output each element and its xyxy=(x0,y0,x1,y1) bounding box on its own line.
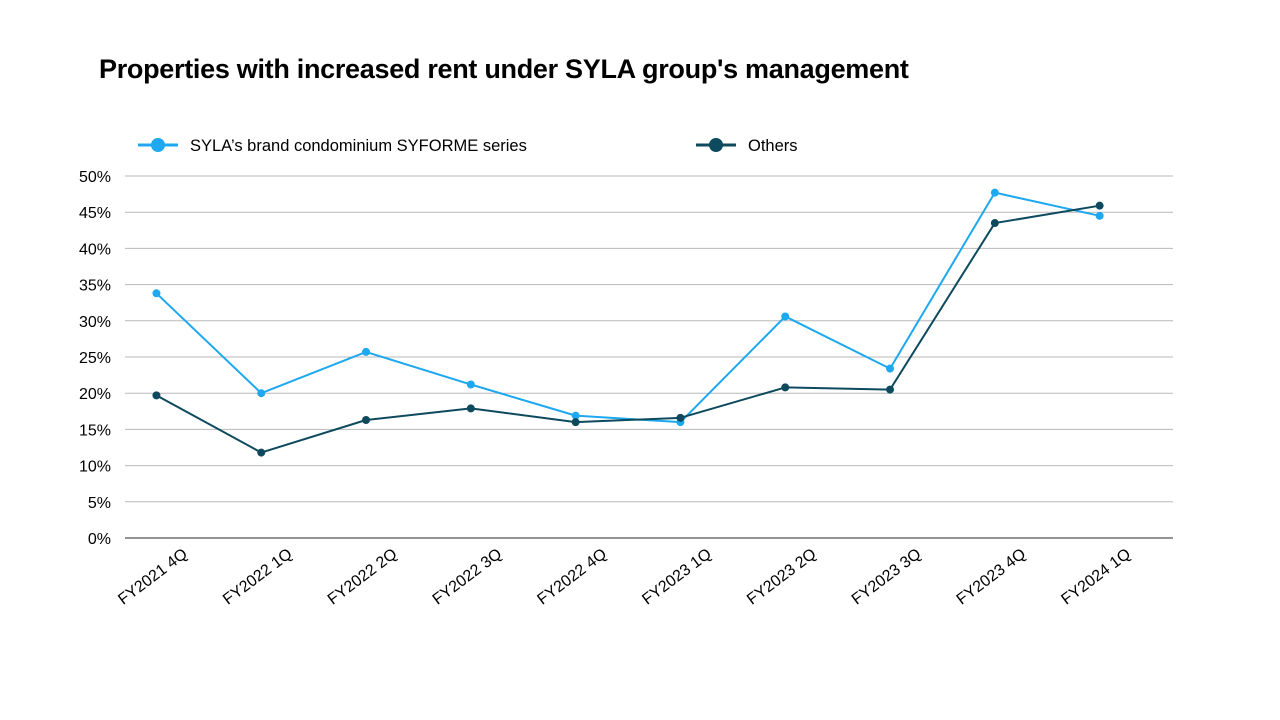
x-tick-label: FY2023 3Q xyxy=(849,546,925,609)
legend: SYLA’s brand condominium SYFORME series O… xyxy=(138,137,798,155)
legend-item: SYLA’s brand condominium SYFORME series xyxy=(138,137,527,155)
x-tick-label: FY2023 1Q xyxy=(639,546,715,609)
data-point xyxy=(257,389,266,398)
data-point xyxy=(886,364,895,373)
data-point xyxy=(886,385,895,394)
x-tick-label: FY2022 1Q xyxy=(220,546,296,609)
series-lines xyxy=(152,188,1104,457)
x-tick-label: FY2021 4Q xyxy=(115,546,191,609)
data-point xyxy=(676,413,685,422)
x-tick-label: FY2022 4Q xyxy=(534,546,610,609)
y-axis-ticks: 0% 5% 10% 15% 20% 25% 30% 35% 40% 45% 50% xyxy=(79,169,111,548)
y-tick-label: 40% xyxy=(79,241,111,258)
data-point xyxy=(466,380,475,389)
legend-item: Others xyxy=(696,137,798,155)
legend-swatch-marker xyxy=(151,138,165,152)
y-tick-label: 10% xyxy=(79,459,111,476)
y-tick-label: 20% xyxy=(79,386,111,403)
y-tick-label: 5% xyxy=(88,495,111,512)
data-point xyxy=(257,448,266,457)
data-point xyxy=(781,312,790,321)
x-tick-label: FY2024 1Q xyxy=(1058,546,1134,609)
series-1 xyxy=(152,201,1104,457)
x-tick-label: FY2023 4Q xyxy=(954,546,1030,609)
data-point xyxy=(1095,211,1104,220)
data-point xyxy=(362,415,371,424)
legend-label: SYLA’s brand condominium SYFORME series xyxy=(190,137,527,155)
data-point xyxy=(571,418,580,427)
data-point xyxy=(152,289,161,298)
y-tick-label: 25% xyxy=(79,350,111,367)
data-point xyxy=(990,219,999,228)
x-tick-label: FY2022 3Q xyxy=(430,546,506,609)
x-axis-ticks: FY2021 4Q FY2022 1Q FY2022 2Q FY2022 3Q FY20… xyxy=(115,546,1134,609)
y-tick-label: 50% xyxy=(79,169,111,186)
gridlines xyxy=(125,175,1173,539)
y-tick-label: 45% xyxy=(79,205,111,222)
x-tick-label: FY2022 2Q xyxy=(325,546,401,609)
data-point xyxy=(466,404,475,413)
data-point xyxy=(1095,201,1104,210)
y-tick-label: 35% xyxy=(79,278,111,295)
y-tick-label: 0% xyxy=(88,531,111,548)
y-tick-label: 30% xyxy=(79,314,111,331)
series-line xyxy=(155,204,1100,454)
chart-title: Properties with increased rent under SYL… xyxy=(99,54,909,84)
data-point xyxy=(152,391,161,400)
data-point xyxy=(362,347,371,356)
data-point xyxy=(571,411,580,420)
legend-label: Others xyxy=(748,137,798,155)
legend-swatch-marker xyxy=(709,138,723,152)
series-0 xyxy=(152,188,1104,427)
data-point xyxy=(990,188,999,197)
data-point xyxy=(781,383,790,392)
series-line xyxy=(155,191,1100,424)
y-tick-label: 15% xyxy=(79,422,111,439)
x-tick-label: FY2023 2Q xyxy=(744,546,820,609)
